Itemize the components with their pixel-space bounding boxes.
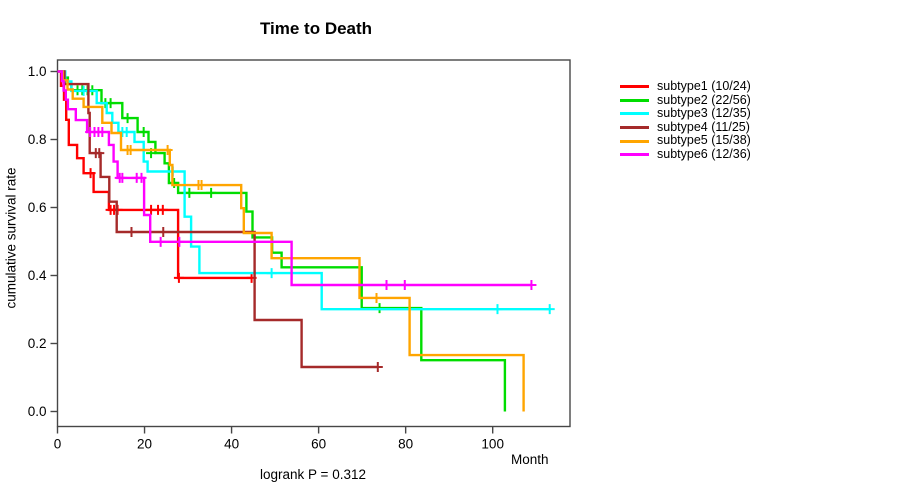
y-axis-ticks: 0.0 0.2 0.4 0.6 0.8 1.0 <box>28 64 58 419</box>
y-tick-label: 0.2 <box>28 336 47 351</box>
y-axis-title: cumulative survival rate <box>3 167 19 309</box>
legend-item-subtype6: subtype6 (12/36) <box>620 146 751 162</box>
censor-mark <box>97 127 108 138</box>
logrank-pvalue-note: logrank P = 0.312 <box>260 467 366 482</box>
km-curve-3 <box>57 70 555 315</box>
x-axis-ticks: 0 20 40 60 80 100 <box>54 426 504 452</box>
censor-mark <box>158 226 169 237</box>
legend-item-subtype3: subtype3 (12/35) <box>620 107 751 121</box>
km-curve-5 <box>57 70 525 412</box>
x-tick-label: 20 <box>137 437 152 452</box>
legend-item-label: subtype5 (15/38) <box>657 133 751 148</box>
legend-line-swatch <box>620 112 649 116</box>
km-curve-6 <box>57 70 537 291</box>
legend-item-label: subtype1 (10/24) <box>657 79 751 93</box>
censor-mark <box>157 204 168 215</box>
censor-mark <box>94 148 105 159</box>
censor-mark <box>372 361 383 372</box>
km-step-path <box>57 70 252 280</box>
censor-mark <box>174 236 185 247</box>
km-curve-4 <box>57 70 383 372</box>
censor-mark <box>126 226 137 237</box>
legend-item-label: subtype4 (11/25) <box>657 119 750 134</box>
legend-line-swatch <box>620 98 649 102</box>
y-tick-label: 0.8 <box>28 132 47 147</box>
legend-item-label: subtype2 (22/56) <box>657 92 751 107</box>
legend-item-subtype2: subtype2 (22/56) <box>620 92 751 108</box>
legend-line-swatch <box>620 139 649 143</box>
censor-mark <box>206 187 217 198</box>
x-tick-label: 60 <box>311 437 326 452</box>
censor-mark <box>381 280 392 291</box>
censor-mark <box>117 172 128 183</box>
x-tick-label: 40 <box>224 437 239 452</box>
censor-mark <box>399 280 410 291</box>
censor-mark <box>122 113 133 124</box>
y-tick-label: 0.4 <box>28 268 47 283</box>
x-tick-label: 80 <box>398 437 413 452</box>
y-tick-label: 0.0 <box>28 404 47 419</box>
legend-item-label: subtype6 (12/36) <box>657 146 751 161</box>
censor-mark <box>85 168 96 179</box>
censor-mark <box>544 304 555 315</box>
censor-mark <box>138 127 149 138</box>
legend-item-label: subtype3 (12/35) <box>657 106 751 121</box>
km-step-path <box>57 70 532 287</box>
legend-line-swatch <box>620 85 649 89</box>
legend: subtype1 (10/24) subtype2 (22/56) subtyp… <box>620 79 751 162</box>
censor-mark <box>125 145 136 156</box>
km-step-path <box>57 70 550 311</box>
legend-item-subtype4: subtype4 (11/25) <box>620 119 751 135</box>
censor-mark <box>169 178 180 189</box>
axes <box>56 59 571 428</box>
legend-line-swatch <box>620 126 649 130</box>
censor-mark <box>266 268 277 279</box>
censor-mark <box>184 187 195 198</box>
censor-mark <box>492 304 503 315</box>
censor-mark <box>526 280 537 291</box>
y-tick-label: 0.6 <box>28 200 47 215</box>
x-tick-label: 100 <box>481 437 504 452</box>
censor-mark <box>173 272 184 283</box>
page-title: Time to Death <box>259 19 373 38</box>
x-tick-label: 0 <box>54 437 62 452</box>
legend-item-subtype5: subtype5 (15/38) <box>620 134 751 148</box>
censor-mark <box>371 292 382 303</box>
legend-line-swatch <box>620 153 649 157</box>
legend-item-subtype1: subtype1 (10/24) <box>620 79 751 94</box>
y-tick-label: 1.0 <box>28 64 47 79</box>
censor-mark <box>136 172 147 183</box>
censor-mark <box>121 127 132 138</box>
km-step-path <box>57 70 378 369</box>
x-axis-title: Month <box>511 452 549 467</box>
censor-mark <box>162 145 173 156</box>
censor-mark <box>155 236 166 247</box>
censor-mark <box>196 180 207 191</box>
